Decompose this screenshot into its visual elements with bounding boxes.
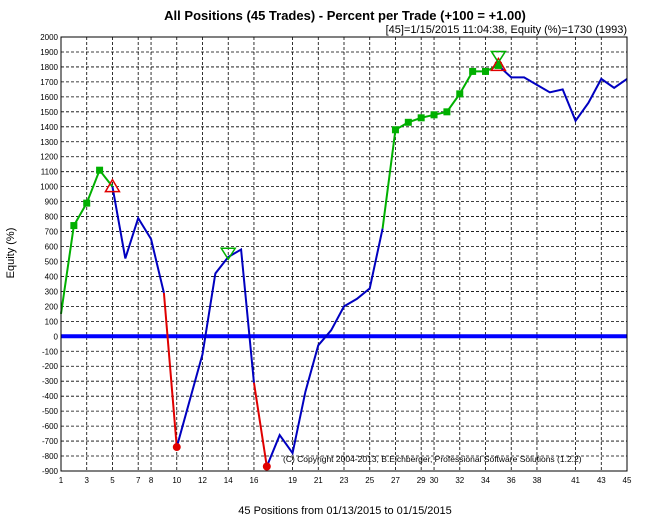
equity-series-line <box>175 247 255 448</box>
x-tick-label: 45 <box>623 476 632 485</box>
y-tick-label: 1400 <box>40 123 58 132</box>
win-point-marker <box>70 222 78 230</box>
copyright-note: (C) Copyright 2004-2013, B.Eichberger, P… <box>283 454 582 464</box>
win-point-marker <box>417 114 425 122</box>
y-tick-label: 1300 <box>40 138 58 147</box>
grid <box>60 36 628 472</box>
win-point-marker <box>404 118 412 126</box>
y-tick-label: -100 <box>42 347 59 356</box>
win-point-marker <box>494 61 502 69</box>
x-tick-label: 1 <box>59 476 64 485</box>
x-tick-label: 12 <box>198 476 207 485</box>
y-tick-label: 600 <box>45 243 59 252</box>
red-triangle-marker <box>490 56 507 72</box>
y-tick-label: 700 <box>45 228 59 237</box>
x-tick-label: 43 <box>597 476 606 485</box>
marker-layer <box>70 50 507 471</box>
equity-series-line <box>162 292 178 448</box>
x-tick-label: 3 <box>85 476 90 485</box>
x-tick-label: 8 <box>149 476 154 485</box>
y-tick-label: 900 <box>45 198 59 207</box>
x-tick-label: 27 <box>391 476 400 485</box>
y-tick-label: 500 <box>45 257 59 266</box>
x-tick-label: 14 <box>224 476 233 485</box>
x-tick-label: 29 <box>417 476 426 485</box>
series-layer <box>60 64 628 467</box>
x-tick-label: 36 <box>507 476 516 485</box>
y-tick-label: -600 <box>42 422 59 431</box>
y-tick-label: -700 <box>42 437 59 446</box>
y-tick-label: -300 <box>42 377 59 386</box>
loss-point-marker <box>262 462 271 471</box>
y-tick-label: 400 <box>45 272 59 281</box>
x-tick-label: 32 <box>455 476 464 485</box>
win-point-marker <box>482 67 489 75</box>
win-point-marker <box>83 199 91 207</box>
y-tick-label: -800 <box>42 452 59 461</box>
y-tick-label: 1800 <box>40 63 58 72</box>
y-tick-label: 1900 <box>40 48 58 57</box>
y-tick-label: 1700 <box>40 78 58 87</box>
y-tick-label: 800 <box>45 213 59 222</box>
x-tick-label: 5 <box>110 476 115 485</box>
x-tick-label: 10 <box>172 476 181 485</box>
y-tick-label: 1500 <box>40 108 58 117</box>
win-point-marker <box>443 108 451 116</box>
win-point-marker <box>456 90 464 98</box>
loss-point-marker <box>172 443 181 452</box>
chart-title: All Positions (45 Trades) - Percent per … <box>164 8 526 23</box>
x-tick-label: 23 <box>340 476 349 485</box>
equity-series-line <box>111 186 165 294</box>
y-tick-label: -500 <box>42 407 59 416</box>
equity-series-line <box>265 228 384 467</box>
y-tick-label: 1000 <box>40 183 58 192</box>
y-tick-label: 1600 <box>40 93 58 102</box>
y-tick-label: 200 <box>45 302 59 311</box>
y-tick-label: 2000 <box>40 33 58 42</box>
red-triangle-marker <box>104 178 121 193</box>
win-point-marker <box>430 111 438 119</box>
x-tick-label: 21 <box>314 476 323 485</box>
win-point-marker <box>96 166 104 174</box>
plot-frame <box>60 36 628 472</box>
green-triangle-marker <box>219 247 237 261</box>
x-tick-label: 16 <box>250 476 259 485</box>
x-tick-label: 30 <box>430 476 439 485</box>
x-tick-label: 34 <box>481 476 490 485</box>
equity-series-line <box>497 64 628 123</box>
equity-series-line <box>252 382 268 467</box>
chart-info-line: [45]=1/15/2015 11:04:38, Equity (%)=1730… <box>386 24 627 36</box>
y-tick-label: 1100 <box>41 168 59 177</box>
win-point-marker <box>469 67 477 75</box>
x-tick-label: 25 <box>365 476 374 485</box>
y-tick-label: 300 <box>45 287 59 296</box>
win-point-marker <box>391 126 399 134</box>
y-axis-title: Equity (%) <box>5 228 17 279</box>
tick-labels: -900 -800 -700 -600 -500 -400 -300 -200 -100 0 100… <box>40 33 632 485</box>
x-tick-label: 41 <box>571 476 580 485</box>
y-tick-label: 0 <box>54 332 59 341</box>
y-tick-label: 100 <box>45 317 59 326</box>
green-triangle-marker <box>489 50 507 64</box>
y-tick-label: -200 <box>42 362 59 371</box>
y-tick-label: -900 <box>42 467 59 476</box>
x-tick-label: 19 <box>288 476 297 485</box>
equity-series-line <box>381 64 499 229</box>
y-tick-label: 1200 <box>40 153 58 162</box>
x-tick-label: 38 <box>533 476 542 485</box>
y-tick-label: -400 <box>42 392 59 401</box>
x-axis-title: 45 Positions from 01/13/2015 to 01/15/20… <box>238 505 451 517</box>
x-tick-label: 7 <box>136 476 141 485</box>
